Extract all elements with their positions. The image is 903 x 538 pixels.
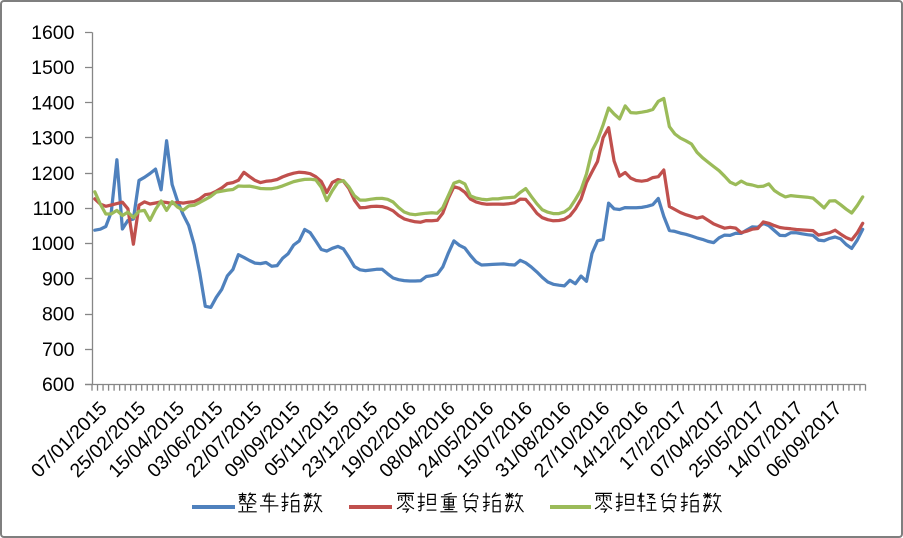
svg-text:1200: 1200 [31, 163, 75, 185]
svg-text:1500: 1500 [31, 57, 75, 79]
svg-text:1300: 1300 [31, 128, 75, 150]
svg-text:800: 800 [42, 304, 75, 326]
svg-text:1000: 1000 [31, 233, 75, 255]
svg-text:600: 600 [42, 374, 75, 396]
svg-text:1600: 1600 [31, 22, 75, 44]
svg-text:700: 700 [42, 339, 75, 361]
svg-text:1400: 1400 [31, 92, 75, 114]
svg-text:900: 900 [42, 268, 75, 290]
svg-text:1100: 1100 [33, 198, 75, 220]
